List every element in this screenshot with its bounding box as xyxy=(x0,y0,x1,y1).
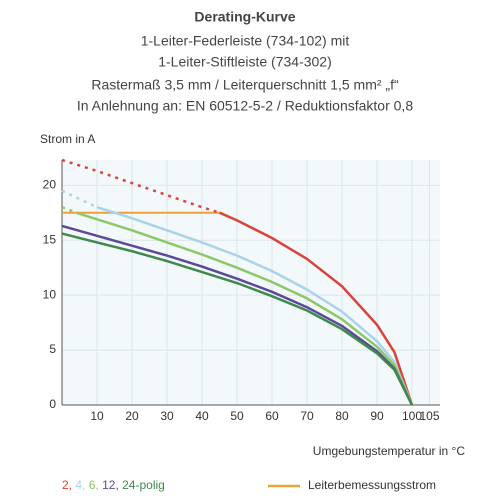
legend-entry: 12 xyxy=(102,478,116,492)
legend-entry: 24 xyxy=(122,478,136,492)
subtitle: In Anlehnung an: EN 60512-5-2 / Reduktio… xyxy=(77,98,413,114)
subtitle: 1-Leiter-Stiftleiste (734-302) xyxy=(158,54,332,70)
legend-suffix: -polig xyxy=(135,478,164,492)
legend-separator: , xyxy=(82,478,89,492)
x-tick-label: 105 xyxy=(419,409,439,423)
legend-entry: 6 xyxy=(89,478,96,492)
x-tick-label: 70 xyxy=(300,409,314,423)
x-tick-label: 40 xyxy=(195,409,209,423)
legend-separator: , xyxy=(69,478,76,492)
series-line xyxy=(96,206,414,406)
series-line-dashed xyxy=(61,206,80,215)
x-tick-label: 100 xyxy=(402,409,422,423)
legend-entry: 4 xyxy=(75,478,82,492)
series-line xyxy=(61,224,414,406)
chart-title: Derating-Kurve xyxy=(194,9,295,25)
series-line xyxy=(218,211,414,406)
x-tick-label: 30 xyxy=(160,409,174,423)
y-tick-label: 0 xyxy=(49,397,56,411)
x-axis-label: Umgebungstemperatur in °C xyxy=(313,444,466,458)
series-line-dashed xyxy=(61,189,98,209)
x-tick-label: 10 xyxy=(90,409,104,423)
y-tick-label: 15 xyxy=(43,232,57,246)
legend-entry: 2 xyxy=(62,478,69,492)
legend-entry: Leiterbemessungsstrom xyxy=(308,478,436,492)
y-tick-label: 20 xyxy=(43,177,57,191)
x-tick-label: 80 xyxy=(335,409,349,423)
legend-separator: , xyxy=(115,478,122,492)
y-axis-label: Strom in A xyxy=(40,132,95,146)
legend: 2, 4, 6, 12, 24-polig xyxy=(62,478,165,492)
plot-area xyxy=(62,160,440,405)
y-tick-label: 5 xyxy=(49,342,56,356)
x-tick-label: 60 xyxy=(265,409,279,423)
x-tick-label: 90 xyxy=(370,409,384,423)
series-line xyxy=(61,232,414,406)
subtitle: 1-Leiter-Federleiste (734-102) mit xyxy=(141,33,350,49)
x-tick-label: 20 xyxy=(125,409,139,423)
x-tick-label: 50 xyxy=(230,409,244,423)
legend-separator: , xyxy=(95,478,102,492)
y-tick-label: 10 xyxy=(43,287,57,301)
subtitle: Rastermaß 3,5 mm / Leiterquerschnitt 1,5… xyxy=(91,77,399,93)
series-line xyxy=(79,212,414,406)
